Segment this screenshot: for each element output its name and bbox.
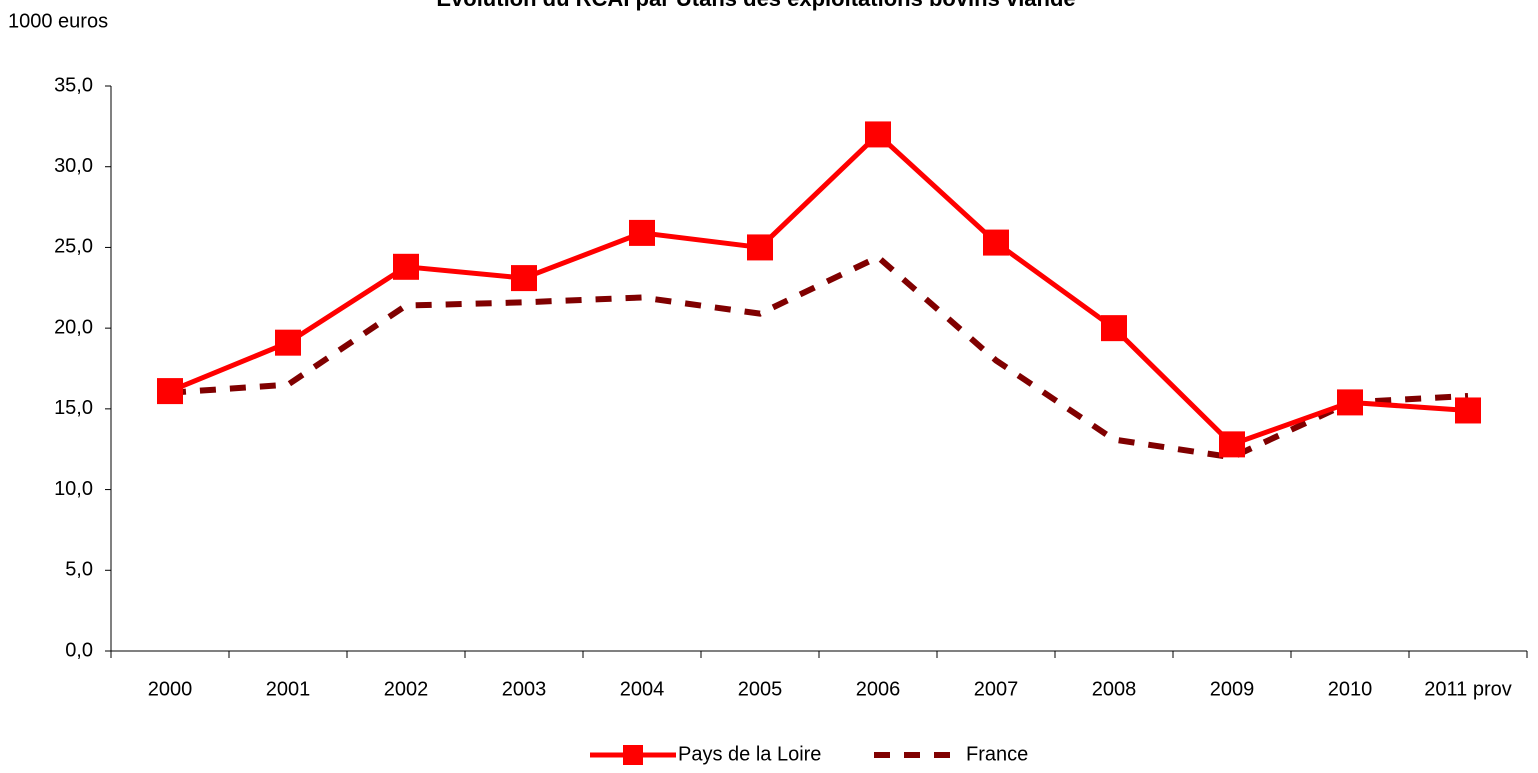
- y-tick-label: 30,0: [54, 155, 93, 177]
- series-line: [169, 131, 1469, 448]
- x-tick-label: 2009: [1210, 678, 1255, 700]
- x-tick-label: 2004: [620, 678, 665, 700]
- x-tick-label: 2002: [384, 678, 429, 700]
- y-tick-label: 25,0: [54, 236, 93, 258]
- marker: [629, 219, 655, 246]
- y-tick-label: 5,0: [65, 559, 93, 581]
- x-tick-label: 2010: [1328, 678, 1373, 700]
- marker: [747, 234, 773, 261]
- x-tick-label: 2005: [738, 678, 783, 700]
- marker: [1219, 431, 1245, 458]
- y-tick-label: 35,0: [54, 74, 93, 96]
- x-tick-label: 2011 prov: [1424, 678, 1511, 700]
- marker: [393, 253, 419, 280]
- marker: [275, 329, 301, 356]
- x-tick-label: 2006: [856, 678, 901, 700]
- x-tick-label: 2008: [1092, 678, 1137, 700]
- x-tick-label: 2003: [502, 678, 547, 700]
- chart-title: Evolution du RCAI par Utans des exploita…: [436, 0, 1075, 11]
- marker: [865, 121, 891, 148]
- y-axis-label: 1000 euros: [8, 10, 108, 32]
- legend-label: Pays de la Loire: [678, 743, 821, 765]
- marker: [511, 265, 537, 292]
- y-tick-label: 0,0: [65, 639, 93, 661]
- x-tick-label: 2001: [266, 678, 311, 700]
- marker: [1101, 315, 1127, 342]
- marker: [1455, 397, 1481, 424]
- x-tick-label: 2000: [148, 678, 193, 700]
- legend-label: France: [966, 743, 1028, 765]
- marker: [157, 378, 183, 405]
- marker: [1337, 389, 1363, 416]
- y-tick-label: 15,0: [54, 397, 93, 419]
- marker: [983, 229, 1009, 256]
- y-tick-label: 10,0: [54, 478, 93, 500]
- y-tick-label: 20,0: [54, 316, 93, 338]
- legend-marker: [623, 745, 643, 765]
- x-tick-label: 2007: [974, 678, 1019, 700]
